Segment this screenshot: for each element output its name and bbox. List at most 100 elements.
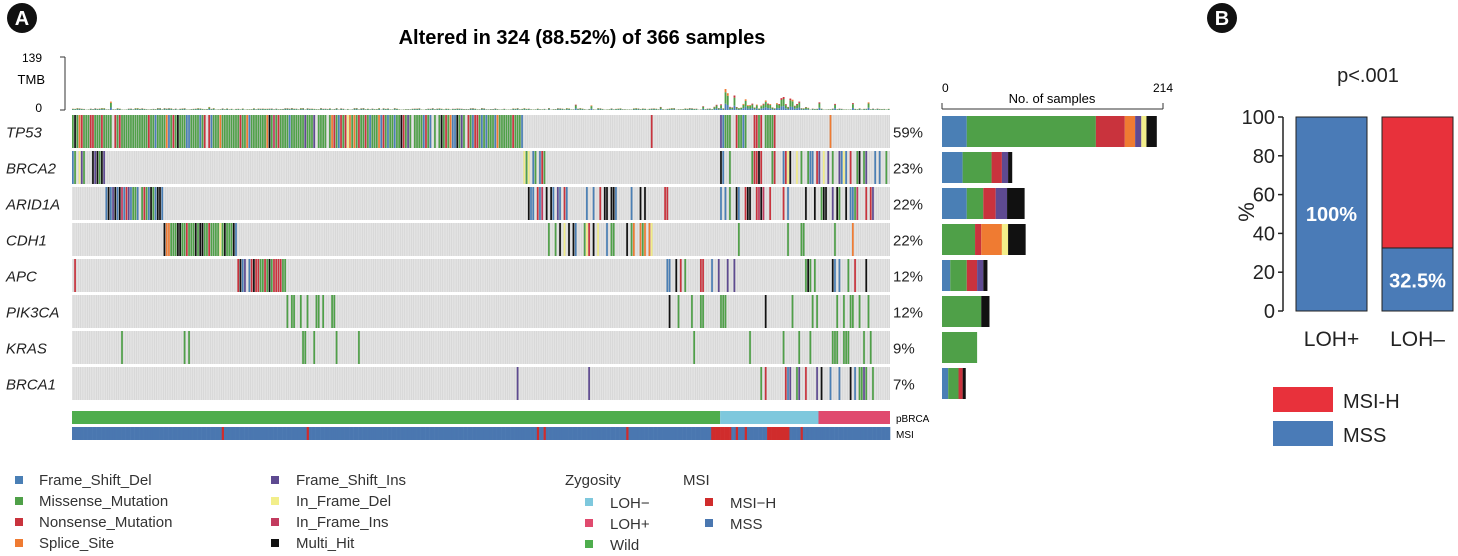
oncoplot-cell [246,151,249,184]
oncoplot-cell [463,331,465,364]
oncoplot-cell [299,151,302,184]
oncoplot-cell [541,367,544,400]
msi-cell [266,427,269,440]
oncoplot-cell [885,259,888,292]
msi-cell [411,427,415,440]
oncoplot-cell [458,367,461,400]
oncoplot-cell [109,223,112,256]
msi-cell [691,427,694,440]
oncoplot-cell [536,367,539,400]
msi-cell [527,427,531,440]
oncoplot-cell [80,331,83,364]
oncoplot-cell [203,223,206,256]
oncoplot-cell [525,115,528,148]
oncoplot-cell [545,295,548,328]
oncoplot-cell [156,223,159,256]
oncoplot-cell [268,367,271,400]
oncoplot-cell [648,367,651,400]
oncoplot-cell [503,331,506,364]
oncoplot-cell [105,151,108,184]
msi-cell [688,427,692,440]
oncoplot-cell [329,331,331,364]
oncoplot-cell [161,223,164,256]
oncoplot-cell [253,259,255,292]
oncoplot-cell [282,295,284,328]
oncoplot-cell [454,187,456,220]
oncoplot-cell [174,367,177,400]
tmb-bar [159,108,161,110]
oncoplot-cell [800,367,803,400]
oncoplot-cell [583,223,586,256]
oncoplot-cell [74,187,76,220]
msi-cell [326,427,330,440]
oncoplot-cell [559,223,561,256]
tmb-bar [688,109,691,110]
oncoplot-cell [396,223,398,256]
side-bar-cdh1-missense-mutation [942,224,976,255]
oncoplot-cell [706,295,709,328]
oncoplot-cell [393,115,396,148]
oncoplot-cell [814,151,816,184]
oncoplot-cell [849,367,852,400]
oncoplot-cell [677,331,680,364]
tmb-bar [382,108,385,110]
oncoplot-cell [536,187,539,220]
oncoplot-cell [760,331,763,364]
oncoplot-cell [384,259,387,292]
oncoplot-cell [221,223,224,256]
oncoplot-cell [92,367,94,400]
tmb-bar [791,99,794,102]
oncoplot-cell [505,115,508,148]
oncoplot-cell [693,331,695,364]
oncoplot-cell [337,223,340,256]
oncoplot-cell [463,115,465,148]
oncoplot-cell [742,295,745,328]
oncoplot-cell [458,259,461,292]
oncoplot-cell [331,331,333,364]
tmb-bar [659,109,662,110]
oncoplot-cell [320,187,322,220]
oncoplot-cell [780,367,783,400]
oncoplot-cell [273,259,275,292]
oncoplot-cell [275,151,278,184]
oncoplot-cell [586,259,588,292]
oncoplot-cell [244,151,246,184]
oncoplot-cell [248,331,251,364]
oncoplot-cell [489,259,492,292]
oncoplot-cell [834,259,836,292]
oncoplot-cell [215,331,217,364]
msi-cell [715,427,719,440]
oncoplot-cell [579,151,582,184]
oncoplot-cell [360,115,362,148]
oncoplot-cell [125,331,128,364]
oncoplot-cell [255,187,257,220]
oncoplot-cell [684,223,687,256]
oncoplot-cell [776,367,778,400]
oncoplot-cell [326,115,329,148]
oncoplot-cell [391,367,394,400]
oncoplot-cell [183,259,186,292]
oncoplot-cell [831,223,834,256]
msi-cell [253,427,256,440]
tmb-bar [516,109,519,110]
oncoplot-cell [344,151,347,184]
oncoplot-cell [130,115,132,148]
oncoplot-cell [478,367,481,400]
oncoplot-cell [268,223,271,256]
percent-label-tp53: 59% [893,125,923,142]
oncoplot-cell [852,295,854,328]
oncoplot-cell [751,331,754,364]
msi-cell [192,427,196,440]
oncoplot-cell [840,331,843,364]
oncoplot-cell [749,259,751,292]
oncoplot-cell [387,187,389,220]
oncoplot-cell [793,259,796,292]
oncoplot-cell [612,331,615,364]
oncoplot-cell [105,331,108,364]
oncoplot-cell [514,223,517,256]
tmb-bar [764,107,767,110]
oncoplot-cell [315,367,318,400]
oncoplot-cell [139,187,141,220]
oncoplot-cell [80,295,83,328]
oncoplot-cell [603,187,606,220]
